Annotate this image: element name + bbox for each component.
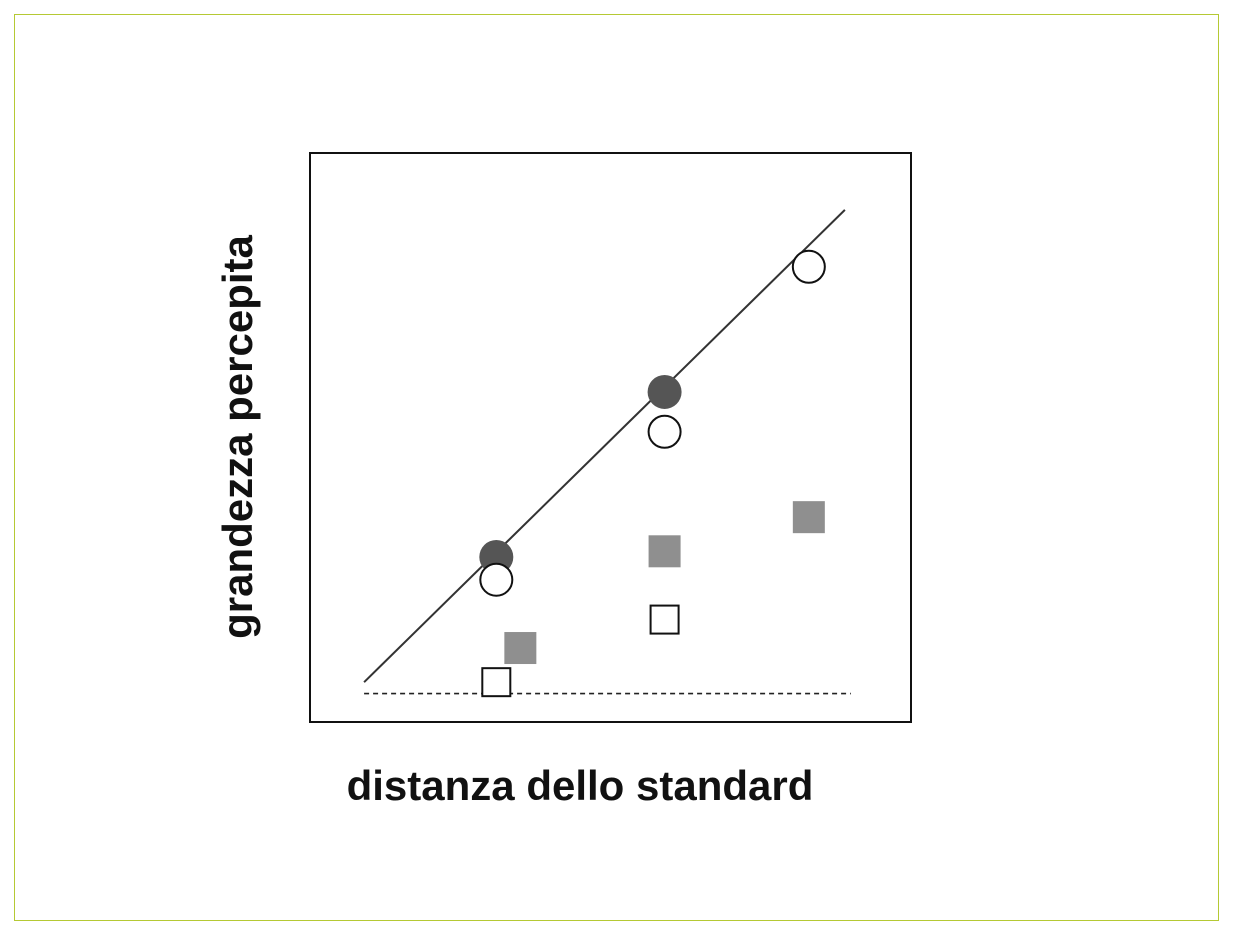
y-axis-label: grandezza percepita [214, 234, 261, 638]
data-points [479, 249, 826, 698]
open-square-point [481, 667, 512, 698]
plot-area [309, 152, 912, 723]
gray-square-point [504, 632, 537, 665]
fit-line [363, 209, 846, 683]
gray-square-point [792, 501, 825, 534]
open-circle-point [647, 414, 682, 449]
gray-square-point [648, 535, 681, 568]
open-circle-point [479, 562, 514, 597]
reference-lines [363, 209, 851, 695]
filled-circle-point [647, 374, 682, 409]
outer-frame [14, 14, 1219, 921]
open-square-point [649, 604, 680, 635]
open-circle-point [791, 249, 826, 284]
x-axis-label: distanza dello standard [347, 762, 814, 809]
